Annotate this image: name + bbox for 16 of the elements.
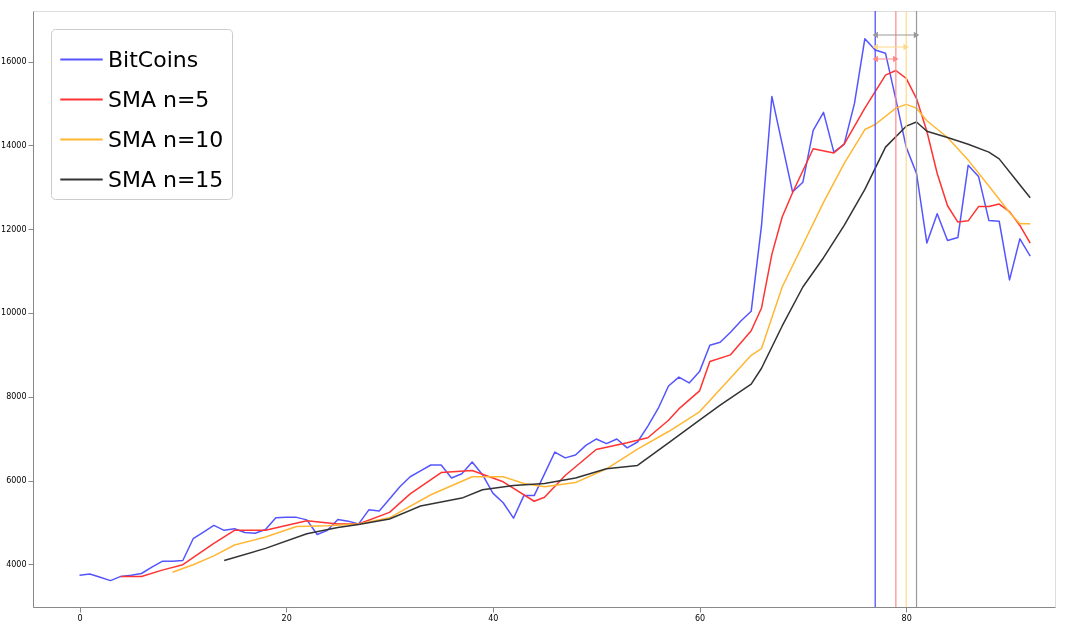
y-tick-label: 12000: [1, 224, 27, 234]
y-tick-label: 4000: [6, 559, 27, 569]
x-tick-label: 20: [281, 613, 292, 623]
legend-label: BitCoins: [108, 46, 199, 72]
y-tick-label: 6000: [6, 476, 27, 486]
x-tick-label: 40: [488, 613, 499, 623]
x-tick-label: 0: [77, 613, 83, 623]
y-tick-label: 14000: [1, 140, 27, 150]
x-tick-label: 80: [901, 613, 912, 623]
legend-label: SMA n=10: [108, 126, 224, 152]
y-tick-label: 10000: [1, 308, 27, 318]
y-tick-label: 8000: [6, 392, 27, 402]
x-tick-label: 60: [694, 613, 706, 623]
legend-label: SMA n=15: [108, 166, 224, 192]
y-tick-label: 16000: [1, 57, 27, 67]
legend-label: SMA n=5: [108, 86, 210, 112]
